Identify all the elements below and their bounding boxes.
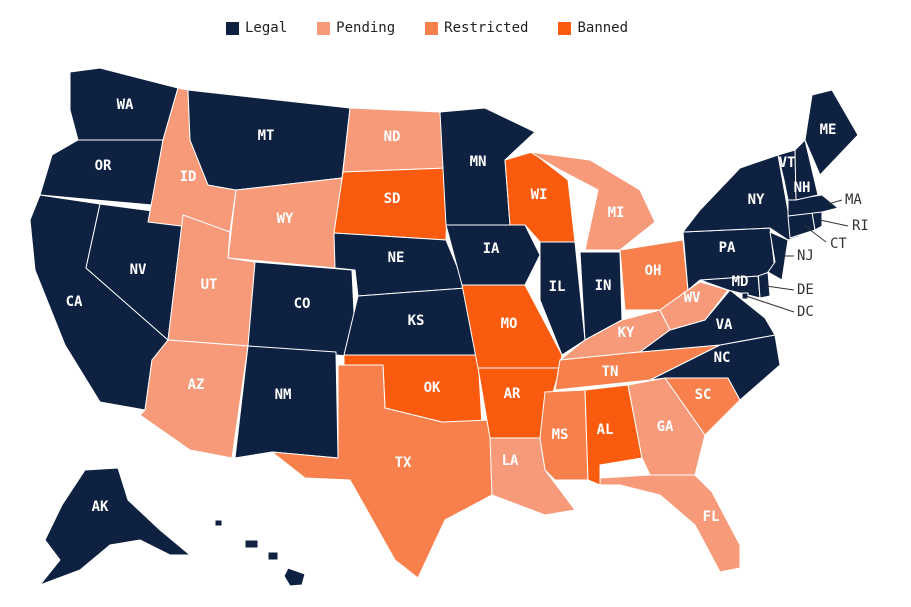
state-label-ri: RI	[852, 218, 869, 234]
state-or[interactable]	[39, 139, 164, 206]
legend-item-banned[interactable]: Banned	[558, 20, 628, 36]
legend-swatch-pending	[317, 21, 331, 35]
state-label-in: IN	[595, 278, 612, 294]
map-legend: Legal Pending Restricted Banned	[226, 20, 628, 36]
state-label-vt: VT	[779, 155, 796, 171]
state-label-wi: WI	[531, 187, 548, 203]
state-label-il: IL	[549, 279, 566, 295]
state-label-pa: PA	[719, 240, 736, 256]
state-me[interactable]	[804, 89, 859, 176]
legend-swatch-banned	[558, 21, 572, 35]
state-label-ct: CT	[830, 236, 847, 252]
state-label-md: MD	[732, 274, 749, 290]
state-label-nd: ND	[384, 129, 401, 145]
state-label-co: CO	[294, 296, 311, 312]
state-label-nv: NV	[130, 262, 147, 278]
legend-label-legal: Legal	[245, 20, 288, 36]
leader-dc	[745, 295, 795, 313]
state-label-ga: GA	[657, 419, 674, 435]
state-dc[interactable]	[741, 292, 749, 300]
leader-ri	[819, 219, 849, 227]
state-label-sc: SC	[695, 387, 712, 403]
state-label-wa: WA	[117, 97, 134, 113]
state-nh[interactable]	[794, 139, 819, 201]
state-label-mn: MN	[470, 154, 487, 170]
state-label-nj: NJ	[797, 248, 814, 264]
legend-label-banned: Banned	[577, 20, 629, 36]
state-il[interactable]	[539, 241, 586, 356]
state-label-tn: TN	[602, 364, 619, 380]
state-label-ny: NY	[748, 192, 765, 208]
state-az[interactable]	[139, 339, 249, 459]
legend-swatch-restricted	[425, 21, 439, 35]
state-labels-external: MA RI CT NJ DE DC	[797, 192, 869, 320]
state-label-wv: WV	[684, 290, 701, 306]
state-label-al: AL	[597, 422, 614, 438]
state-labels: WA OR CA NV ID MT WY UT AZ CO NM ND SD NE KS OK TX MN IA MO…	[66, 97, 837, 525]
leader-ct	[804, 225, 827, 243]
state-fl[interactable]	[599, 474, 741, 573]
state-label-ak: AK	[92, 499, 109, 515]
legend-item-restricted[interactable]: Restricted	[425, 20, 528, 36]
legend-label-pending: Pending	[336, 20, 396, 36]
state-nj[interactable]	[767, 231, 789, 281]
state-label-ca: CA	[66, 294, 83, 310]
state-label-or: OR	[95, 158, 112, 174]
legend-swatch-legal	[226, 21, 239, 35]
state-label-dc: DC	[797, 304, 814, 320]
state-label-nm: NM	[275, 387, 292, 403]
state-label-va: VA	[716, 317, 733, 333]
state-label-ne: NE	[388, 250, 405, 266]
legend-item-legal[interactable]: Legal	[226, 20, 287, 36]
legend-item-pending[interactable]: Pending	[317, 20, 395, 36]
leader-ma	[827, 199, 843, 205]
state-label-la: LA	[502, 453, 519, 469]
state-hi[interactable]	[214, 519, 306, 587]
state-label-ks: KS	[408, 313, 425, 329]
state-tx[interactable]	[271, 364, 493, 579]
state-label-ut: UT	[201, 277, 218, 293]
state-label-nh: NH	[794, 180, 811, 196]
state-label-mt: MT	[258, 128, 275, 144]
legend-label-restricted: Restricted	[444, 20, 529, 36]
state-ak[interactable]	[39, 467, 191, 586]
state-label-mi: MI	[608, 205, 625, 221]
state-label-wy: WY	[277, 211, 294, 227]
state-label-ky: KY	[618, 325, 635, 341]
state-ny[interactable]	[682, 154, 801, 241]
leader-de	[765, 285, 795, 291]
state-label-az: AZ	[188, 377, 205, 393]
state-label-oh: OH	[645, 263, 662, 279]
state-label-ms: MS	[552, 427, 569, 443]
state-label-nc: NC	[714, 350, 731, 366]
state-vt[interactable]	[777, 149, 797, 201]
state-label-id: ID	[180, 169, 197, 185]
state-label-ia: IA	[483, 241, 500, 257]
state-label-de: DE	[797, 282, 814, 298]
state-label-tx: TX	[395, 455, 412, 471]
state-label-sd: SD	[384, 191, 401, 207]
state-label-ar: AR	[504, 386, 521, 402]
state-label-mo: MO	[501, 316, 518, 332]
state-label-ma: MA	[845, 192, 862, 208]
state-label-me: ME	[820, 122, 837, 138]
state-label-fl: FL	[703, 509, 720, 525]
state-label-ok: OK	[424, 380, 441, 396]
